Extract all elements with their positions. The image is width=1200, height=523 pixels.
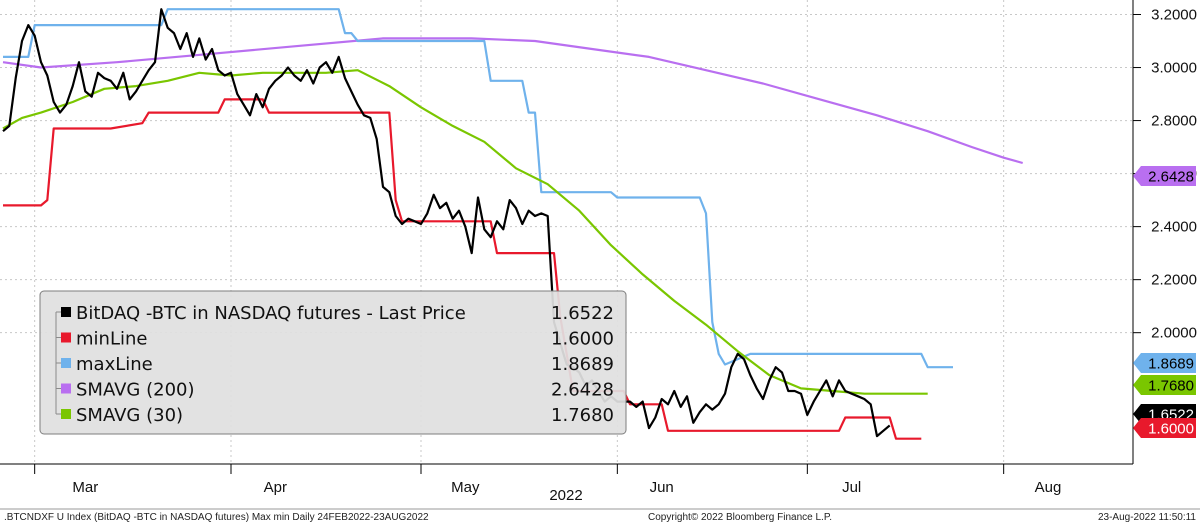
legend-value-max: 1.8689: [551, 354, 614, 375]
x-axis-ticks: Mar Apr May Jun Jul Aug: [34, 464, 1062, 496]
value-tag-sma200: [1133, 166, 1196, 186]
x-axis-year-label: 2022: [549, 487, 582, 504]
legend-box: [39, 290, 627, 435]
series-line-sma200: [2, 37, 1023, 165]
value-tag-label-max: 1.8689: [1148, 356, 1194, 373]
value-tag-label-sma30: 1.7680: [1148, 378, 1194, 395]
y-tick-label: 2.2000: [1151, 272, 1197, 289]
x-tick-label: Apr: [264, 479, 287, 496]
y-tick-label: 3.0000: [1151, 60, 1197, 77]
series-line-max: [3, 8, 953, 369]
legend-value-min: 1.6000: [551, 329, 614, 350]
legend-swatch-min: [61, 332, 71, 343]
legend-label-min: minLine: [76, 329, 147, 350]
x-tick-label: May: [451, 479, 480, 496]
x-tick-label: Aug: [1035, 479, 1062, 496]
series-lines: [2, 8, 1023, 440]
legend: BitDAQ -BTC in NASDAQ futures - Last Pri…: [39, 290, 627, 435]
value-tag-min: [1133, 418, 1196, 438]
y-tick-label: 3.2000: [1151, 7, 1197, 24]
legend-label-sma200: SMAVG (200): [76, 380, 195, 401]
x-tick-label: Mar: [72, 479, 98, 496]
value-tag-sma30: [1133, 375, 1196, 395]
legend-label-last: BitDAQ -BTC in NASDAQ futures - Last Pri…: [76, 303, 466, 324]
x-tick-label: Jun: [650, 479, 674, 496]
legend-swatch-sma200: [61, 383, 71, 394]
y-tick-label: 2.0000: [1151, 325, 1197, 342]
series-line-min: [3, 98, 922, 440]
footer-source: .BTCNDXF U Index (BitDAQ -BTC in NASDAQ …: [4, 512, 429, 523]
series-line-last: [2, 8, 891, 438]
y-tick-label: 2.4000: [1151, 219, 1197, 236]
series-line-sma30: [2, 69, 928, 395]
x-tick-label: Jul: [842, 479, 861, 496]
legend-swatch-max: [61, 358, 71, 368]
legend-value-sma30: 1.7680: [551, 405, 614, 426]
legend-swatch-sma30: [61, 409, 71, 419]
footer-copyright: Copyright© 2022 Bloomberg Finance L.P.: [648, 512, 832, 523]
legend-value-last: 1.6522: [551, 303, 614, 324]
legend-swatch-last: [61, 307, 71, 317]
value-tag-label-sma200: 2.6428: [1148, 169, 1194, 186]
legend-label-sma30: SMAVG (30): [76, 405, 183, 426]
legend-label-max: maxLine: [76, 354, 153, 375]
legend-value-sma200: 2.6428: [551, 380, 614, 401]
y-tick-label: 2.8000: [1151, 113, 1197, 130]
footer-timestamp: 23-Aug-2022 11:50:11: [1098, 512, 1196, 523]
value-tag-label-min: 1.6000: [1148, 421, 1194, 438]
value-tag-max: [1133, 353, 1196, 373]
